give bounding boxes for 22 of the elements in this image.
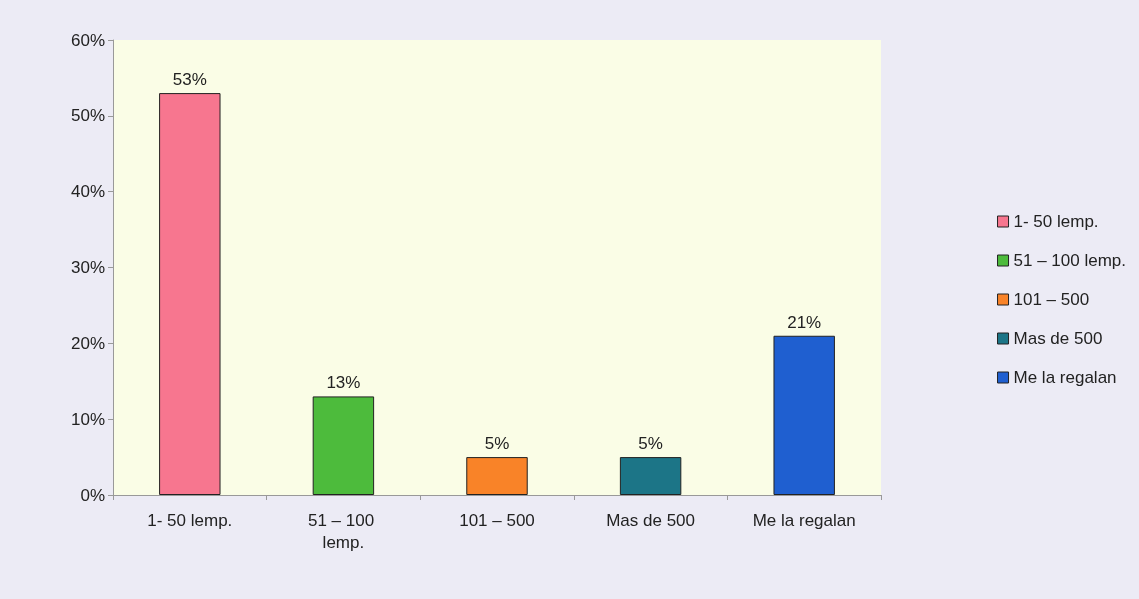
- legend-label: 1- 50 lemp.: [1013, 212, 1099, 231]
- x-tick-label: 51 – 100 lemp.: [307, 510, 379, 552]
- legend-label: 51 – 100 lemp.: [1013, 251, 1126, 270]
- data-label: 21%: [787, 312, 822, 332]
- y-tick-label: 40%: [70, 182, 105, 202]
- x-tick-label: 101 – 500: [459, 510, 535, 530]
- y-tick-label: 30%: [70, 258, 105, 277]
- data-label: 5%: [638, 434, 663, 454]
- data-label: 53%: [172, 70, 207, 90]
- y-tick-label: 20%: [70, 333, 105, 353]
- y-tick-label: 50%: [70, 106, 105, 126]
- y-tick-label: 60%: [70, 30, 105, 50]
- x-tick-label: 1- 50 lemp.: [147, 510, 233, 530]
- legend-label: Me la regalan: [1013, 368, 1117, 387]
- legend-label: 101 – 500: [1013, 290, 1090, 309]
- x-tick-label: Mas de 500: [606, 510, 696, 530]
- data-label: 13%: [326, 373, 361, 393]
- data-label: 5%: [484, 434, 510, 454]
- legend-label: Mas de 500: [1013, 329, 1103, 348]
- y-tick-label: 0%: [80, 485, 105, 505]
- x-tick-label: Me la regalan: [752, 510, 856, 530]
- y-tick-label: 10%: [70, 409, 105, 429]
